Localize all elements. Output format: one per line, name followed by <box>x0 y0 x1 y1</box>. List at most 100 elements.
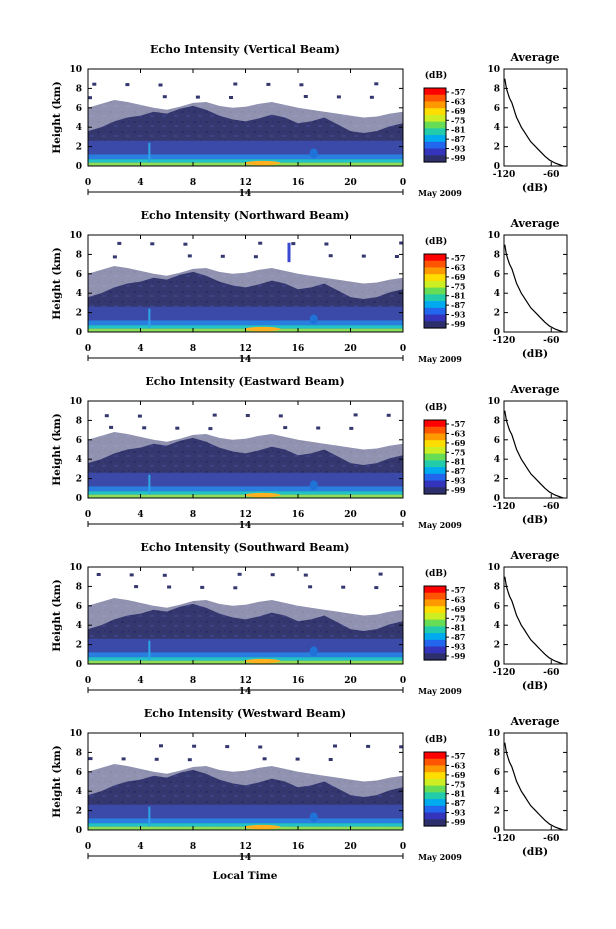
profile-y-tick-label: 6 <box>494 104 500 114</box>
x-tick-label: 0 <box>85 842 91 852</box>
colorbar-label: -63 <box>451 594 466 604</box>
y-tick-label: 6 <box>76 602 82 612</box>
colorbar-swatch <box>424 141 446 150</box>
echo-speck <box>195 95 200 99</box>
colorbar-swatch <box>424 101 446 109</box>
x-tick-label: 0 <box>85 344 91 354</box>
echo-speck <box>129 573 134 577</box>
echo-speck <box>212 413 217 417</box>
x-tick-label: 20 <box>344 842 357 852</box>
colorbar-label: -69 <box>451 272 466 282</box>
colorbar-label: -75 <box>451 115 465 125</box>
date-day-label: 14 <box>239 521 252 531</box>
echo-speck <box>88 96 92 100</box>
band-0p7km <box>88 818 403 824</box>
colorbar-label: -93 <box>451 642 466 652</box>
echo-speck <box>378 572 383 576</box>
y-tick-label: 8 <box>76 582 82 592</box>
profile-y-tick-label: 10 <box>487 231 500 241</box>
colorbar-label: -57 <box>451 253 465 263</box>
profile-x-tick-label: -120 <box>493 170 516 180</box>
colorbar-label: -63 <box>451 262 466 272</box>
echo-speck <box>283 426 288 430</box>
profile-line <box>504 244 564 333</box>
echo-speck <box>237 572 242 576</box>
y-tick-label: 8 <box>76 250 82 260</box>
profile-title: Average <box>509 549 559 562</box>
colorbar-label: -87 <box>451 466 465 476</box>
colorbar-swatch <box>424 639 446 648</box>
profile-y-tick-label: 8 <box>494 84 500 94</box>
x-tick-label: 12 <box>239 676 252 686</box>
x-tick-label: 4 <box>137 178 143 188</box>
panel-5: Echo Intensity (Westward Beam) 0 2 4 6 8 10 0 4 8… <box>51 707 568 863</box>
panel-title: Echo Intensity (Vertical Beam) <box>150 43 340 56</box>
profile-y-tick-label: 2 <box>494 807 500 817</box>
profile-x-tick-label: -120 <box>493 834 516 844</box>
colorbar-swatch <box>424 473 446 482</box>
upper-echo-layer <box>88 764 403 799</box>
profile-y-tick-label: 0 <box>494 494 500 504</box>
echo-speck <box>278 414 283 418</box>
profile-y-tick-label: 2 <box>494 641 500 651</box>
y-tick-label: 6 <box>76 768 82 778</box>
profile-y-tick-label: 4 <box>494 123 500 133</box>
colorbar-label: -81 <box>451 291 465 301</box>
x-tick-label: 0 <box>85 178 91 188</box>
echo-blob <box>309 812 318 823</box>
echo-speck <box>386 413 391 417</box>
colorbar-label: -81 <box>451 125 465 135</box>
colorbar-frame <box>423 253 447 329</box>
echo-spike <box>148 640 151 661</box>
echo-speck <box>253 255 258 259</box>
x-tick-label: 0 <box>85 510 91 520</box>
band-0p4km <box>88 823 403 827</box>
colorbar-swatch <box>424 287 446 295</box>
colorbar-swatch <box>424 94 446 103</box>
echo-speck <box>158 83 163 87</box>
band-1km <box>88 472 403 487</box>
colorbar-swatch <box>424 792 446 800</box>
upper-echo-layer <box>88 598 403 633</box>
colorbar-swatch <box>424 453 446 461</box>
colorbar-swatch <box>424 612 446 621</box>
colorbar-label: -69 <box>451 106 466 116</box>
colorbar-swatch <box>424 480 446 488</box>
heatmap <box>88 401 403 498</box>
colorbar-swatch <box>424 619 446 627</box>
x-tick-label: 4 <box>137 344 143 354</box>
colorbar-swatch <box>424 586 446 594</box>
echo-blob <box>309 480 318 491</box>
echo-speck <box>258 241 263 245</box>
x-tick-label: 0 <box>400 676 406 686</box>
profile-x-tick-label: -60 <box>543 668 559 678</box>
colorbar-swatch <box>424 460 446 468</box>
y-tick-label: 4 <box>76 455 82 465</box>
colorbar-label: -75 <box>451 281 465 291</box>
echo-speck <box>394 255 399 258</box>
colorbar-swatch <box>424 653 446 661</box>
colorbar-swatch <box>424 592 446 601</box>
colorbar-swatch <box>424 114 446 123</box>
echo-speck <box>109 425 114 429</box>
echo-speck <box>187 758 192 762</box>
colorbar-swatch <box>424 260 446 269</box>
profile-y-tick-label: 6 <box>494 270 500 280</box>
profile-x-tick-label: -60 <box>543 170 559 180</box>
y-tick-label: 0 <box>76 660 82 670</box>
colorbar-swatch <box>424 88 446 96</box>
echo-speck <box>291 242 296 246</box>
band-0p7km <box>88 154 403 160</box>
echo-speck <box>270 573 275 577</box>
echo-speck <box>308 585 313 589</box>
month-label: May 2009 <box>418 686 462 696</box>
colorbar-swatch <box>424 772 446 780</box>
surface-peak <box>244 160 281 166</box>
colorbar-swatch <box>424 314 446 322</box>
y-tick-label: 2 <box>76 309 82 319</box>
y-tick-label: 0 <box>76 826 82 836</box>
echo-speck <box>295 757 300 761</box>
panel-2: Echo Intensity (Northward Beam) 0 2 4 6 8 10 0 4… <box>51 209 568 365</box>
echo-speck <box>200 585 205 589</box>
colorbar-swatch <box>424 446 446 455</box>
